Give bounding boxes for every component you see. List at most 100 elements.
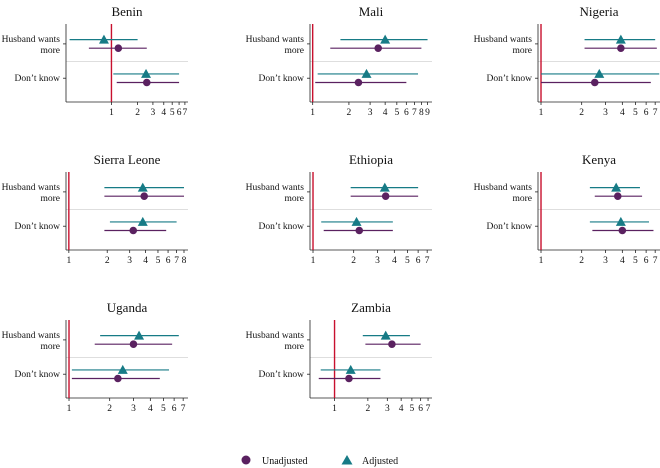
- legend-unadjusted-label: Unadjusted: [262, 456, 308, 467]
- ylabel-dont-know: Don’t know: [15, 74, 61, 84]
- x-tick-label: 7: [183, 108, 188, 118]
- panel-title: Ethiopia: [349, 152, 393, 167]
- ylabel-dont-know: Don’t know: [259, 370, 305, 380]
- ylabel-line2: more: [512, 194, 532, 204]
- x-tick-label: 2: [365, 404, 370, 414]
- ylabel-husband-wants-more: Husband wants more: [2, 35, 61, 56]
- x-tick-label: 4: [161, 108, 166, 118]
- x-tick-label: 1: [310, 108, 315, 118]
- x-tick-label: 3: [368, 108, 373, 118]
- panel-title: Benin: [111, 4, 143, 19]
- x-tick-label: 6: [416, 256, 421, 266]
- ylabel-husband-wants-more: Husband wants more: [246, 35, 305, 56]
- adjusted-estimate-marker: [380, 34, 391, 44]
- x-tick-label: 5: [633, 256, 638, 266]
- legend-adjusted-marker: [341, 455, 353, 465]
- ylabel-line2: more: [512, 46, 532, 56]
- ylabel-line2: more: [284, 46, 304, 56]
- unadjusted-estimate-marker: [381, 192, 390, 200]
- x-tick-label: 7: [426, 404, 431, 414]
- ylabel-husband-wants-more: Husband wants more: [2, 331, 61, 352]
- x-tick-label: 6: [166, 256, 171, 266]
- ylabel-line2: more: [40, 194, 60, 204]
- x-tick-label: 3: [385, 404, 390, 414]
- x-tick-label: 3: [151, 108, 156, 118]
- panel-zambia: Zambia Husband wants more Don’t know 1 2 3 4 5 6 7: [246, 300, 432, 414]
- x-tick-label: 4: [620, 108, 625, 118]
- x-tick-label: 1: [67, 404, 72, 414]
- adjusted-estimate-marker: [379, 182, 390, 192]
- x-tick-label: 5: [156, 256, 161, 266]
- panel-title: Zambia: [351, 300, 391, 315]
- x-tick-label: 1: [311, 256, 316, 266]
- x-tick-label: 5: [410, 404, 415, 414]
- x-tick-label: 4: [399, 404, 404, 414]
- x-tick-label: 5: [405, 256, 410, 266]
- adjusted-estimate-marker: [380, 330, 391, 340]
- legend: Unadjusted Adjusted: [241, 455, 398, 467]
- unadjusted-estimate-marker: [355, 226, 364, 235]
- x-tick-label: 3: [127, 256, 132, 266]
- x-tick-label: 6: [644, 256, 649, 266]
- panel-mali: Mali Husband wants more Don’t know 1 2 3 4 5 6 7 8 9: [246, 4, 432, 118]
- x-tick-label: 7: [174, 256, 179, 266]
- x-tick-label: 4: [148, 404, 153, 414]
- adjusted-estimate-marker: [141, 68, 152, 78]
- x-tick-label: 6: [177, 108, 182, 118]
- x-tick-label: 4: [620, 256, 625, 266]
- x-tick-label: 7: [181, 404, 186, 414]
- panel-ethiopia: Ethiopia Husband wants more Don’t know 1 2 3 4 5…: [246, 152, 432, 266]
- x-tick-label: 2: [579, 256, 584, 266]
- unadjusted-estimate-marker: [345, 374, 353, 383]
- ylabel-line2: more: [284, 194, 304, 204]
- x-tick-label: 7: [425, 256, 430, 266]
- unadjusted-estimate-marker: [114, 374, 122, 383]
- x-tick-label: 7: [653, 108, 658, 118]
- x-tick-label: 5: [633, 108, 638, 118]
- x-tick-label: 2: [107, 404, 112, 414]
- adjusted-estimate-marker: [615, 34, 626, 44]
- unadjusted-estimate-marker: [618, 226, 627, 235]
- x-tick-label: 1: [539, 108, 544, 118]
- panel-title: Kenya: [582, 152, 616, 167]
- adjusted-estimate-marker: [615, 216, 626, 226]
- adjusted-estimate-marker: [137, 216, 148, 226]
- x-tick-label: 5: [394, 108, 399, 118]
- ylabel-line1: Husband wants: [2, 35, 61, 45]
- x-tick-label: 3: [375, 256, 380, 266]
- adjusted-estimate-marker: [137, 182, 148, 192]
- x-tick-label: 7: [653, 256, 658, 266]
- x-tick-label: 3: [603, 108, 608, 118]
- adjusted-estimate-marker: [611, 182, 622, 192]
- x-tick-label: 2: [351, 256, 356, 266]
- x-tick-label: 7: [412, 108, 417, 118]
- unadjusted-estimate-marker: [114, 44, 123, 52]
- x-tick-label: 4: [392, 256, 397, 266]
- ylabel-dont-know: Don’t know: [259, 222, 305, 232]
- ylabel-line1: Husband wants: [246, 35, 305, 45]
- x-tick-label: 9: [425, 108, 430, 118]
- ylabel-husband-wants-more: Husband wants more: [474, 35, 533, 56]
- panel-sierra-leone: Sierra Leone Husband wants more Don’t know 1…: [2, 152, 188, 266]
- panel-title: Sierra Leone: [94, 152, 161, 167]
- panel-kenya: Kenya Husband wants more Don’t know 1 2 3 4 5 6 7: [474, 152, 660, 266]
- ylabel-line1: Husband wants: [246, 183, 305, 193]
- ylabel-dont-know: Don’t know: [259, 74, 305, 84]
- adjusted-estimate-marker: [134, 330, 145, 340]
- x-tick-label: 4: [383, 108, 388, 118]
- adjusted-estimate-marker: [117, 364, 128, 374]
- x-tick-label: 8: [419, 108, 424, 118]
- ylabel-husband-wants-more: Husband wants more: [246, 183, 305, 204]
- x-tick-label: 5: [161, 404, 166, 414]
- x-tick-label: 4: [143, 256, 148, 266]
- adjusted-estimate-marker: [361, 68, 372, 78]
- panel-title: Nigeria: [580, 4, 619, 19]
- legend-adjusted-label: Adjusted: [362, 456, 398, 467]
- x-tick-label: 1: [109, 108, 114, 118]
- unadjusted-estimate-marker: [129, 340, 138, 348]
- panel-benin: Benin Husband wants more Don’t know 1 2 3 4 5 6 7: [2, 4, 188, 118]
- x-tick-label: 2: [105, 256, 110, 266]
- unadjusted-estimate-marker: [613, 192, 622, 200]
- ylabel-dont-know: Don’t know: [15, 370, 61, 380]
